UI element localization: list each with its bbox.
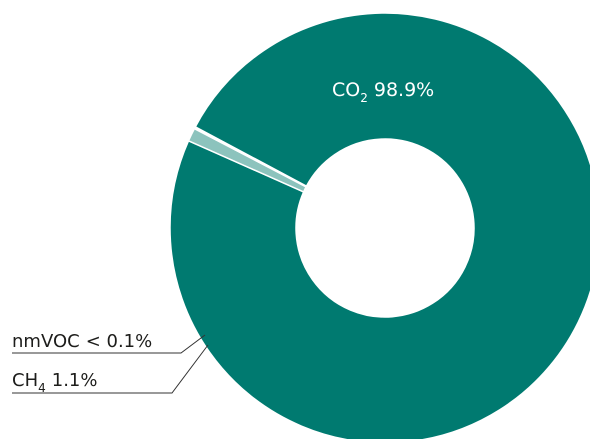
slices-group — [169, 12, 590, 439]
co2-slice — [169, 12, 590, 439]
nmvoc-label: nmVOC < 0.1% — [12, 331, 152, 352]
co2-subscript: 2 — [360, 91, 368, 105]
ch4-leader-line — [12, 344, 209, 394]
nmvoc-value-label: < 0.1% — [86, 331, 153, 352]
ch4-value-label: 1.1% — [52, 370, 98, 391]
co2-formula: CO — [332, 79, 360, 101]
nmvoc-slice — [193, 126, 308, 188]
ch4-formula: CH — [12, 370, 38, 391]
ch4-subscript: 4 — [38, 381, 46, 395]
co2-value-label: 98.9% — [374, 79, 434, 101]
nmvoc-formula: nmVOC — [12, 331, 80, 352]
co2-label: CO2 98.9% — [332, 79, 434, 105]
ch4-label: CH4 1.1% — [12, 370, 97, 395]
nmvoc-leader-line — [12, 334, 206, 354]
